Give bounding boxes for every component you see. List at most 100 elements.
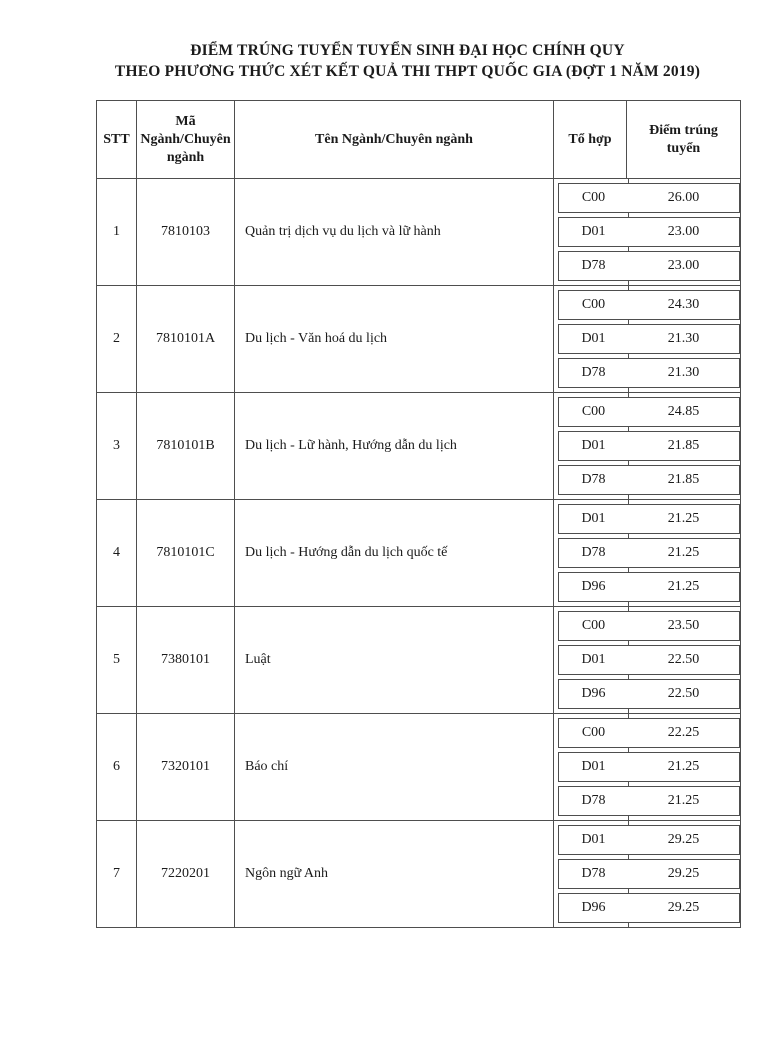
combo-cell: D96 [581,579,606,594]
score-sub-row: C00 23.50 [558,611,740,641]
header-major-code: Mã Ngành/Chuyên ngành [137,101,235,178]
name-cell: Du lịch - Văn hoá du lịch [235,286,554,392]
code-cell: 7810101B [137,393,235,499]
combo-cell: D78 [581,258,606,273]
score-cell: 21.85 [667,438,700,453]
header-stt: STT [97,101,137,178]
combo-cell: D01 [581,438,606,453]
stt-cell: 1 [97,179,137,285]
code-cell: 7810101C [137,500,235,606]
code-cell: 7810101A [137,286,235,392]
combo-cell: C00 [581,618,606,633]
table-row: 7 7220201 Ngôn ngữ Anh D01 29.25 D78 29.… [97,820,740,927]
score-group: C00 26.00 D01 23.00 D78 23.00 [554,179,740,285]
combo-cell: D78 [581,545,606,560]
score-sub-row: D01 21.30 [558,324,740,354]
score-cell: 23.50 [667,618,700,633]
name-cell: Báo chí [235,714,554,820]
score-group: C00 23.50 D01 22.50 D96 22.50 [554,607,740,713]
score-group: D01 21.25 D78 21.25 D96 21.25 [554,500,740,606]
combo-cell: C00 [581,190,606,205]
score-sub-row: D78 21.25 [558,786,740,816]
score-cell: 23.00 [667,258,700,273]
score-cell: 21.25 [667,759,700,774]
score-sub-row: C00 24.85 [558,397,740,427]
table-row: 6 7320101 Báo chí C00 22.25 D01 21.25 D7… [97,713,740,820]
combo-cell: C00 [581,404,606,419]
combo-cell: D78 [581,365,606,380]
score-sub-row: D01 29.25 [558,825,740,855]
score-sub-row: D96 29.25 [558,893,740,923]
header-admission-score: Điểm trúng tuyển [649,122,718,156]
table-row: 1 7810103 Quản trị dịch vụ du lịch và lữ… [97,178,740,285]
table-body: 1 7810103 Quản trị dịch vụ du lịch và lữ… [97,178,740,927]
score-group: D01 29.25 D78 29.25 D96 29.25 [554,821,740,927]
stt-cell: 4 [97,500,137,606]
header-subject-combination: Tổ hợp [554,101,627,178]
stt-cell: 7 [97,821,137,927]
score-sub-row: D01 23.00 [558,217,740,247]
score-group: C00 24.30 D01 21.30 D78 21.30 [554,286,740,392]
score-sub-row: D78 21.25 [558,538,740,568]
combo-cell: D78 [581,793,606,808]
document-title: ĐIỂM TRÚNG TUYỂN TUYỂN SINH ĐẠI HỌC CHÍN… [85,40,730,82]
combo-cell: D01 [581,224,606,239]
score-cell: 29.25 [667,900,700,915]
combo-cell: D78 [581,866,606,881]
header-major-name: Tên Ngành/Chuyên ngành [235,101,554,178]
combo-cell: D01 [581,832,606,847]
name-cell: Ngôn ngữ Anh [235,821,554,927]
table-row: 5 7380101 Luật C00 23.50 D01 22.50 D96 2… [97,606,740,713]
stt-cell: 5 [97,607,137,713]
score-cell: 21.85 [667,472,700,487]
combo-cell: D78 [581,472,606,487]
score-sub-row: C00 26.00 [558,183,740,213]
score-cell: 22.25 [667,725,700,740]
score-cell: 21.25 [667,545,700,560]
score-cell: 21.25 [667,793,700,808]
stt-cell: 3 [97,393,137,499]
table-row: 3 7810101B Du lịch - Lữ hành, Hướng dẫn … [97,392,740,499]
table-header-row: STT Mã Ngành/Chuyên ngành Tên Ngành/Chuy… [97,101,740,178]
name-cell: Quản trị dịch vụ du lịch và lữ hành [235,179,554,285]
combo-cell: D96 [581,900,606,915]
score-sub-row: C00 22.25 [558,718,740,748]
combo-cell: D01 [581,759,606,774]
name-cell: Du lịch - Lữ hành, Hướng dẫn du lịch [235,393,554,499]
score-sub-row: D01 21.85 [558,431,740,461]
table-row: 4 7810101C Du lịch - Hướng dẫn du lịch q… [97,499,740,606]
admission-scores-table: STT Mã Ngành/Chuyên ngành Tên Ngành/Chuy… [96,100,741,928]
score-cell: 22.50 [667,686,700,701]
table-row: 2 7810101A Du lịch - Văn hoá du lịch C00… [97,285,740,392]
score-cell: 21.25 [667,579,700,594]
score-sub-row: D96 21.25 [558,572,740,602]
score-cell: 24.85 [667,404,700,419]
combo-cell: D01 [581,511,606,526]
score-sub-row: D78 21.30 [558,358,740,388]
score-sub-row: D78 29.25 [558,859,740,889]
combo-cell: C00 [581,725,606,740]
document-page: ĐIỂM TRÚNG TUYỂN TUYỂN SINH ĐẠI HỌC CHÍN… [0,40,780,1049]
score-cell: 22.50 [667,652,700,667]
score-cell: 29.25 [667,832,700,847]
code-cell: 7380101 [137,607,235,713]
code-cell: 7220201 [137,821,235,927]
code-cell: 7810103 [137,179,235,285]
score-cell: 29.25 [667,866,700,881]
score-sub-row: D01 21.25 [558,504,740,534]
score-cell: 23.00 [667,224,700,239]
score-group: C00 22.25 D01 21.25 D78 21.25 [554,714,740,820]
score-sub-row: C00 24.30 [558,290,740,320]
score-cell: 26.00 [667,190,700,205]
score-cell: 21.30 [667,365,700,380]
score-sub-row: D01 21.25 [558,752,740,782]
score-sub-row: D78 23.00 [558,251,740,281]
combo-cell: C00 [581,297,606,312]
score-cell: 24.30 [667,297,700,312]
combo-cell: D01 [581,652,606,667]
score-sub-row: D78 21.85 [558,465,740,495]
score-group: C00 24.85 D01 21.85 D78 21.85 [554,393,740,499]
stt-cell: 6 [97,714,137,820]
name-cell: Du lịch - Hướng dẫn du lịch quốc tế [235,500,554,606]
score-sub-row: D96 22.50 [558,679,740,709]
